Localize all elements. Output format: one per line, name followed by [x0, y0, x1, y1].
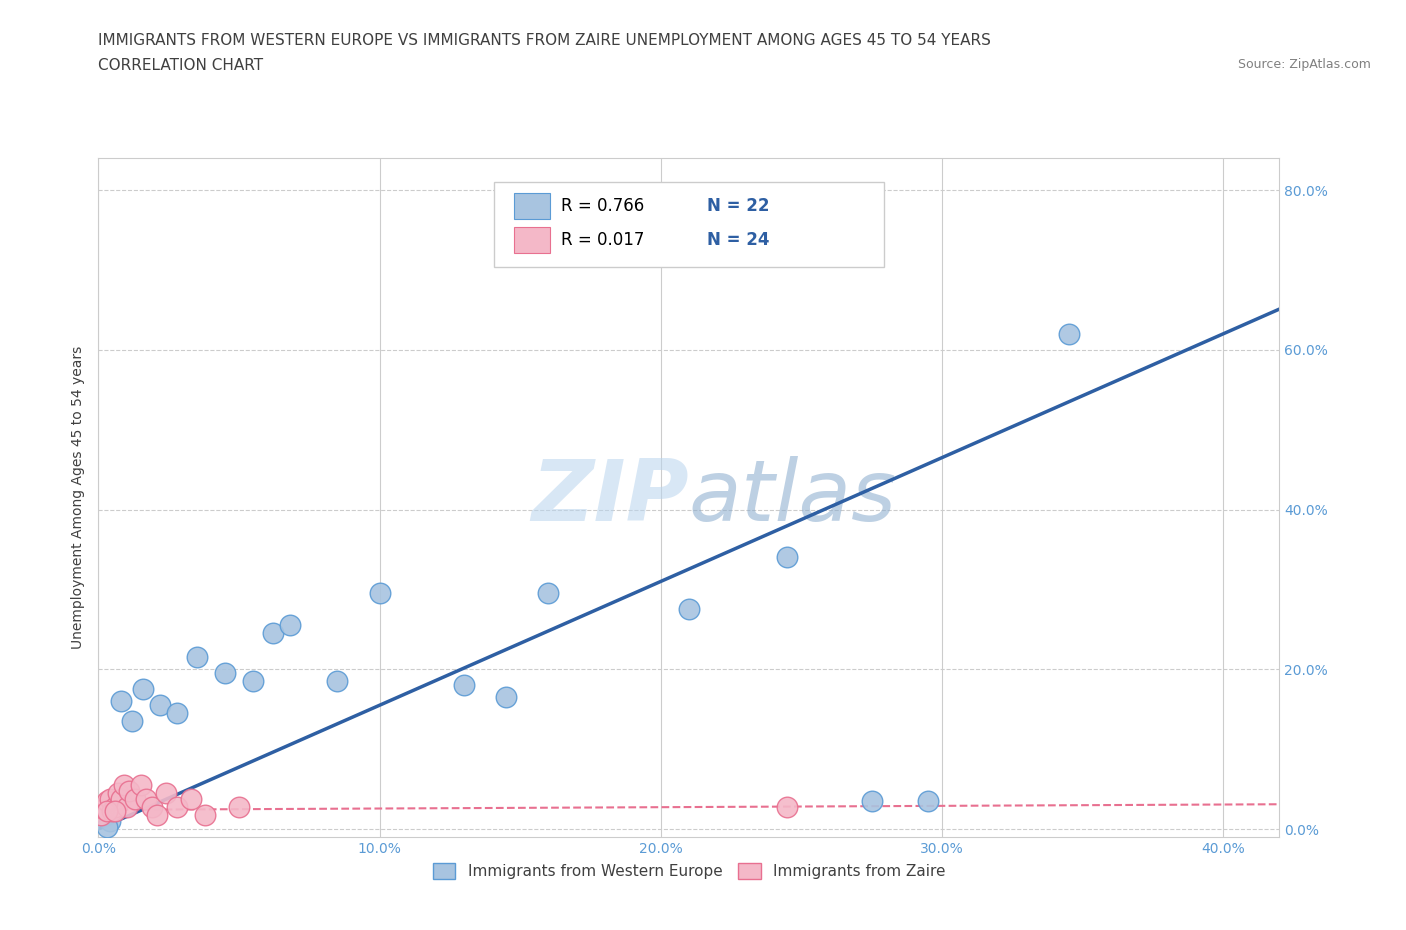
- Point: [326, 674, 349, 689]
- Text: atlas: atlas: [689, 456, 897, 539]
- Text: R = 0.017: R = 0.017: [561, 232, 645, 249]
- Point: [110, 791, 132, 806]
- Point: [186, 650, 208, 665]
- Point: [1057, 326, 1080, 341]
- Point: [537, 586, 560, 601]
- Legend: Immigrants from Western Europe, Immigrants from Zaire: Immigrants from Western Europe, Immigran…: [425, 856, 953, 887]
- Point: [132, 682, 155, 697]
- Point: [110, 694, 132, 709]
- FancyBboxPatch shape: [494, 182, 884, 267]
- Point: [228, 799, 250, 814]
- Point: [124, 791, 146, 806]
- Point: [90, 807, 112, 822]
- Point: [155, 786, 177, 801]
- Point: [166, 706, 188, 721]
- Point: [776, 550, 799, 565]
- Point: [166, 799, 188, 814]
- Point: [96, 804, 118, 819]
- Point: [104, 804, 127, 819]
- Point: [96, 819, 118, 834]
- Point: [214, 666, 236, 681]
- Point: [180, 791, 202, 806]
- Point: [115, 799, 138, 814]
- Point: [194, 807, 217, 822]
- Text: ZIP: ZIP: [531, 456, 689, 539]
- Point: [141, 799, 163, 814]
- Point: [93, 802, 115, 817]
- Point: [917, 793, 939, 808]
- Y-axis label: Unemployment Among Ages 45 to 54 years: Unemployment Among Ages 45 to 54 years: [70, 346, 84, 649]
- Bar: [515, 193, 550, 219]
- Point: [129, 777, 152, 792]
- Point: [104, 799, 127, 814]
- Point: [368, 586, 391, 601]
- Point: [860, 793, 883, 808]
- Point: [278, 618, 301, 632]
- Point: [98, 791, 121, 806]
- Point: [149, 698, 172, 712]
- Point: [495, 690, 517, 705]
- Point: [118, 783, 141, 798]
- Point: [453, 678, 475, 693]
- Text: N = 22: N = 22: [707, 196, 769, 215]
- Point: [107, 786, 129, 801]
- Text: R = 0.766: R = 0.766: [561, 196, 644, 215]
- Text: CORRELATION CHART: CORRELATION CHART: [98, 58, 263, 73]
- Text: Source: ZipAtlas.com: Source: ZipAtlas.com: [1237, 58, 1371, 71]
- Point: [98, 814, 121, 829]
- Point: [262, 626, 284, 641]
- Point: [242, 674, 264, 689]
- Point: [112, 777, 135, 792]
- Text: IMMIGRANTS FROM WESTERN EUROPE VS IMMIGRANTS FROM ZAIRE UNEMPLOYMENT AMONG AGES : IMMIGRANTS FROM WESTERN EUROPE VS IMMIGR…: [98, 33, 991, 47]
- Point: [96, 793, 118, 808]
- Point: [135, 791, 157, 806]
- Point: [121, 713, 143, 728]
- Bar: [515, 227, 550, 253]
- Point: [678, 602, 700, 617]
- Text: N = 24: N = 24: [707, 232, 769, 249]
- Point: [776, 799, 799, 814]
- Point: [146, 807, 169, 822]
- Point: [101, 804, 124, 819]
